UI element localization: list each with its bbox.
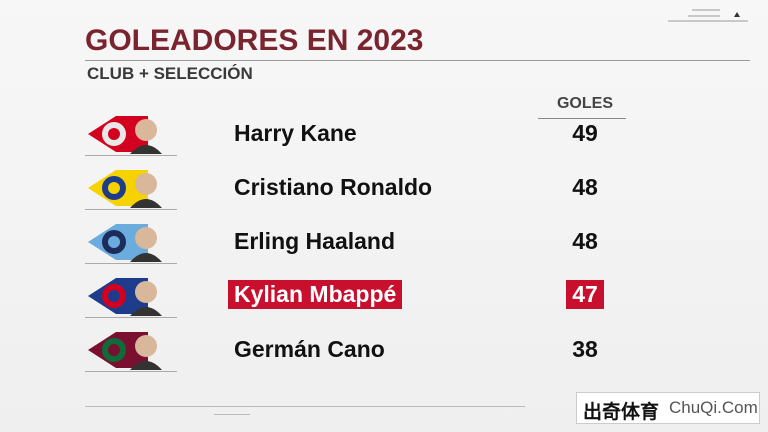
row: Harry Kane 49 [0,110,768,164]
goal-count: 38 [572,336,598,362]
club-logo [88,330,178,370]
subtitle: CLUB + SELECCIÓN [87,64,253,83]
watermark: 出奇体育 ChuQi.Com [576,392,760,424]
corner-decor [668,9,748,22]
title: GOLEADORES EN 2023 [85,24,424,57]
divider [85,371,177,372]
player-name: Erling Haaland [234,228,396,254]
player-name: Cristiano Ronaldo [234,174,433,200]
row: Germán Cano 38 [0,326,768,380]
club-logo [88,168,178,208]
row: Kylian Mbappé 47 [0,272,768,326]
row: Erling Haaland 48 [0,218,768,272]
goal-count: 48 [572,174,598,200]
club-logo [88,276,178,316]
divider [85,155,177,156]
goal-count: 49 [572,120,598,146]
watermark-site: ChuQi.Com [669,398,758,417]
club-logo [88,114,178,154]
column-header: GOLES [556,95,613,112]
divider [85,60,750,61]
goal-count: 47 [566,280,604,309]
player-name: Harry Kane [234,120,357,146]
player-name: Germán Cano [234,336,385,362]
watermark-brand: 出奇体育 [583,402,660,423]
divider [538,118,626,119]
player-name: Kylian Mbappé [228,280,403,309]
club-logo [88,222,178,262]
divider [85,263,177,264]
divider [85,209,177,210]
goal-count: 48 [572,228,598,254]
footer-line [214,414,250,415]
footer-line [85,406,525,407]
row: Cristiano Ronaldo 48 [0,164,768,218]
divider [85,317,177,318]
